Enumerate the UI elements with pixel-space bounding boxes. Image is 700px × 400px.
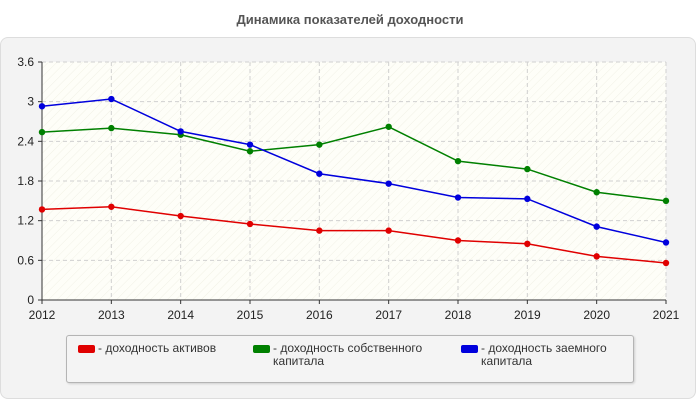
x-tick-label: 2017 — [375, 308, 402, 322]
data-point-equity — [524, 165, 531, 173]
legend-swatch-assets — [78, 345, 95, 353]
data-point-debt — [593, 223, 600, 230]
series-line-equity — [41, 125, 667, 202]
y-tick-label: 3 — [27, 95, 34, 109]
data-point-assets — [662, 259, 670, 267]
legend-item-equity[interactable]: - доходность собственного капитала — [253, 342, 438, 368]
data-point-equity — [38, 128, 46, 136]
y-tick-label: 3.6 — [17, 55, 34, 69]
data-point-equity — [593, 189, 600, 196]
chart-title: Динамика показателей доходности — [236, 12, 464, 27]
data-point-equity — [454, 157, 462, 165]
x-tick-label: 2016 — [306, 308, 333, 322]
data-point-debt — [246, 141, 254, 148]
data-point-equity — [316, 141, 323, 148]
data-point-debt — [177, 128, 184, 135]
y-tick-label: 0 — [27, 293, 34, 307]
data-point-assets — [177, 212, 184, 220]
data-point-assets — [524, 240, 531, 248]
series-line-assets — [41, 206, 667, 264]
legend: - доходность активов - доходность собств… — [66, 335, 634, 383]
x-tick-label: 2018 — [445, 308, 472, 322]
legend-item-assets[interactable]: - доходность активов — [78, 342, 263, 355]
legend-item-debt[interactable]: - доходность заемного капитала — [461, 342, 646, 368]
y-tick-label: 1.8 — [17, 174, 34, 188]
data-point-equity — [385, 123, 392, 130]
legend-label-equity: - доходность собственного капитала — [273, 341, 423, 368]
x-tick-label: 2012 — [29, 308, 56, 322]
data-point-debt — [316, 170, 323, 177]
y-tick-label: 2.4 — [17, 134, 34, 148]
x-tick-label: 2013 — [98, 308, 125, 322]
legend-swatch-debt — [461, 345, 478, 353]
data-point-assets — [454, 237, 462, 244]
series-line-debt — [41, 98, 667, 244]
data-point-debt — [454, 194, 462, 201]
series-layer — [38, 95, 670, 267]
data-point-debt — [108, 95, 115, 103]
data-point-assets — [385, 227, 392, 234]
data-point-assets — [593, 253, 600, 260]
data-point-equity — [108, 124, 115, 132]
grid — [42, 61, 667, 300]
data-point-debt — [662, 239, 670, 246]
y-tick-label: 0.6 — [17, 253, 34, 267]
legend-label-debt: - доходность заемного капитала — [481, 341, 607, 368]
x-tick-label: 2020 — [583, 308, 610, 322]
data-point-assets — [246, 220, 254, 228]
axes: 0 0.6 1.2 1.8 2.4 3 3.6 2012 2013 2014 2015 2016 201… — [17, 55, 679, 322]
y-tick-label: 1.2 — [17, 214, 34, 228]
data-point-debt — [385, 180, 392, 187]
data-point-debt — [38, 103, 46, 110]
x-tick-label: 2019 — [514, 308, 541, 322]
legend-swatch-equity — [253, 345, 270, 353]
data-point-assets — [108, 203, 115, 210]
data-point-equity — [662, 197, 670, 205]
data-point-assets — [38, 206, 46, 213]
legend-label-assets: - доходность активов — [98, 341, 217, 355]
data-point-debt — [524, 195, 531, 203]
data-point-assets — [316, 227, 323, 234]
data-point-equity — [246, 148, 254, 155]
x-tick-label: 2015 — [237, 308, 264, 322]
x-tick-label: 2014 — [167, 308, 194, 322]
x-tick-label: 2021 — [653, 308, 680, 322]
